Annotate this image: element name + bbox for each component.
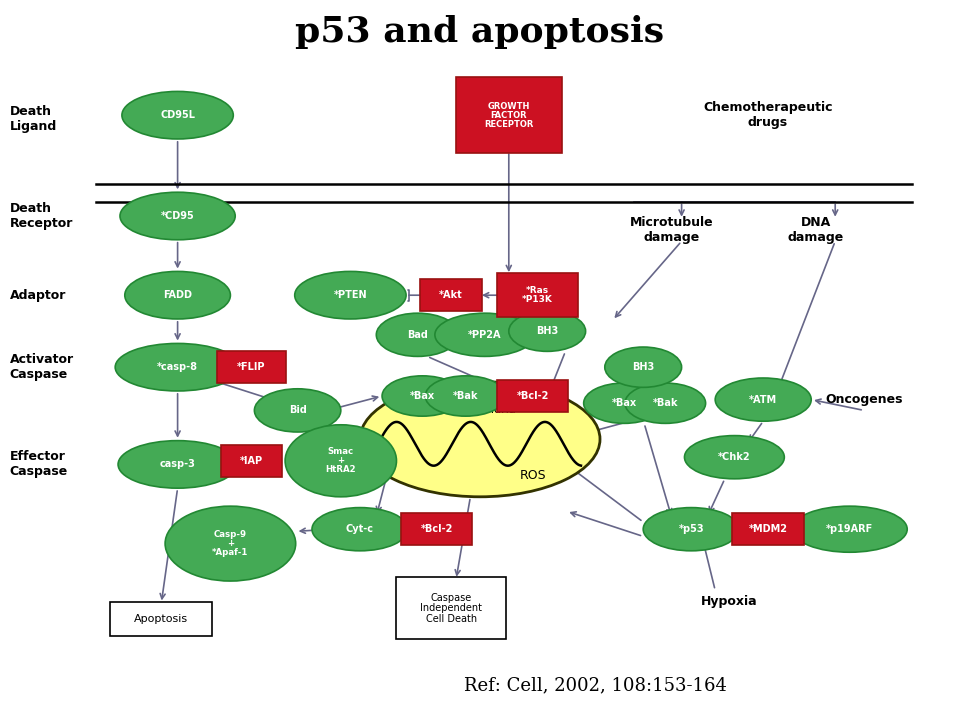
Text: FADD: FADD bbox=[163, 290, 192, 300]
Text: *IAP: *IAP bbox=[240, 456, 263, 466]
Text: Cyt-c: Cyt-c bbox=[346, 524, 374, 534]
Ellipse shape bbox=[115, 343, 240, 391]
Text: Casp-9
+
*Apaf-1: Casp-9 + *Apaf-1 bbox=[212, 530, 249, 557]
Text: *Bcl-2: *Bcl-2 bbox=[420, 524, 453, 534]
Ellipse shape bbox=[584, 383, 664, 423]
Ellipse shape bbox=[254, 389, 341, 432]
FancyBboxPatch shape bbox=[217, 351, 286, 383]
Text: *p19ARF: *p19ARF bbox=[826, 524, 874, 534]
Text: BH3: BH3 bbox=[536, 326, 559, 336]
FancyBboxPatch shape bbox=[401, 513, 472, 545]
Ellipse shape bbox=[125, 271, 230, 319]
FancyBboxPatch shape bbox=[420, 279, 482, 311]
Text: Bad: Bad bbox=[407, 330, 428, 340]
Text: Chemotherapeutic
drugs: Chemotherapeutic drugs bbox=[704, 102, 832, 129]
Text: *ATM: *ATM bbox=[749, 395, 778, 405]
Text: *casp-8: *casp-8 bbox=[157, 362, 198, 372]
FancyBboxPatch shape bbox=[732, 513, 804, 545]
Text: BH3: BH3 bbox=[632, 362, 655, 372]
Text: *Bax: *Bax bbox=[410, 391, 435, 401]
Text: Activator
Caspase: Activator Caspase bbox=[10, 354, 74, 381]
Text: *PP2A: *PP2A bbox=[468, 330, 501, 340]
Ellipse shape bbox=[285, 425, 396, 497]
Text: Death
Receptor: Death Receptor bbox=[10, 202, 73, 230]
Text: GROWTH
FACTOR
RECEPTOR: GROWTH FACTOR RECEPTOR bbox=[484, 102, 534, 129]
Ellipse shape bbox=[715, 378, 811, 421]
Text: *CD95: *CD95 bbox=[160, 211, 195, 221]
Ellipse shape bbox=[625, 383, 706, 423]
Ellipse shape bbox=[605, 347, 682, 387]
Ellipse shape bbox=[312, 508, 408, 551]
Ellipse shape bbox=[360, 382, 600, 497]
Text: Apoptosis: Apoptosis bbox=[134, 614, 188, 624]
Ellipse shape bbox=[643, 508, 739, 551]
Ellipse shape bbox=[382, 376, 463, 416]
Ellipse shape bbox=[684, 436, 784, 479]
Text: DNA
damage: DNA damage bbox=[788, 217, 844, 244]
FancyBboxPatch shape bbox=[221, 445, 282, 477]
Ellipse shape bbox=[435, 313, 535, 356]
Ellipse shape bbox=[425, 376, 506, 416]
Text: CD95L: CD95L bbox=[160, 110, 195, 120]
Ellipse shape bbox=[165, 506, 296, 581]
FancyBboxPatch shape bbox=[497, 273, 578, 317]
Text: Bid: Bid bbox=[289, 405, 306, 415]
Text: Mitochondria: Mitochondria bbox=[444, 405, 516, 415]
Text: casp-3: casp-3 bbox=[159, 459, 196, 469]
Text: Hypoxia: Hypoxia bbox=[702, 595, 757, 608]
Text: Oncogenes: Oncogenes bbox=[826, 393, 902, 406]
Text: Ref: Cell, 2002, 108:153-164: Ref: Cell, 2002, 108:153-164 bbox=[464, 677, 727, 694]
Ellipse shape bbox=[792, 506, 907, 552]
Text: ROS: ROS bbox=[519, 469, 546, 482]
FancyBboxPatch shape bbox=[110, 602, 212, 636]
Text: Effector
Caspase: Effector Caspase bbox=[10, 451, 68, 478]
Text: Adaptor: Adaptor bbox=[10, 289, 66, 302]
Text: *Bak: *Bak bbox=[453, 391, 478, 401]
Text: *p53: *p53 bbox=[679, 524, 704, 534]
Ellipse shape bbox=[118, 441, 237, 488]
Ellipse shape bbox=[295, 271, 406, 319]
FancyBboxPatch shape bbox=[456, 77, 563, 153]
Text: *FLIP: *FLIP bbox=[237, 362, 266, 372]
Text: *MDM2: *MDM2 bbox=[749, 524, 787, 534]
Text: *PTEN: *PTEN bbox=[333, 290, 368, 300]
Text: *Chk2: *Chk2 bbox=[718, 452, 751, 462]
Text: Caspase
Independent
Cell Death: Caspase Independent Cell Death bbox=[420, 593, 482, 624]
Ellipse shape bbox=[120, 192, 235, 240]
Text: *Akt: *Akt bbox=[440, 290, 463, 300]
Text: *Ras
*P13K: *Ras *P13K bbox=[522, 287, 553, 304]
Text: *Bak: *Bak bbox=[653, 398, 678, 408]
Text: p53 and apoptosis: p53 and apoptosis bbox=[296, 15, 664, 50]
Text: Smac
+
HtRA2: Smac + HtRA2 bbox=[325, 447, 356, 474]
FancyBboxPatch shape bbox=[396, 577, 506, 639]
Text: Microtubule
damage: Microtubule damage bbox=[630, 217, 714, 244]
FancyBboxPatch shape bbox=[497, 380, 568, 412]
Text: Death
Ligand: Death Ligand bbox=[10, 105, 57, 132]
Ellipse shape bbox=[376, 313, 459, 356]
Text: *Bax: *Bax bbox=[612, 398, 636, 408]
Ellipse shape bbox=[122, 91, 233, 139]
Text: *Bcl-2: *Bcl-2 bbox=[516, 391, 549, 401]
Ellipse shape bbox=[509, 311, 586, 351]
